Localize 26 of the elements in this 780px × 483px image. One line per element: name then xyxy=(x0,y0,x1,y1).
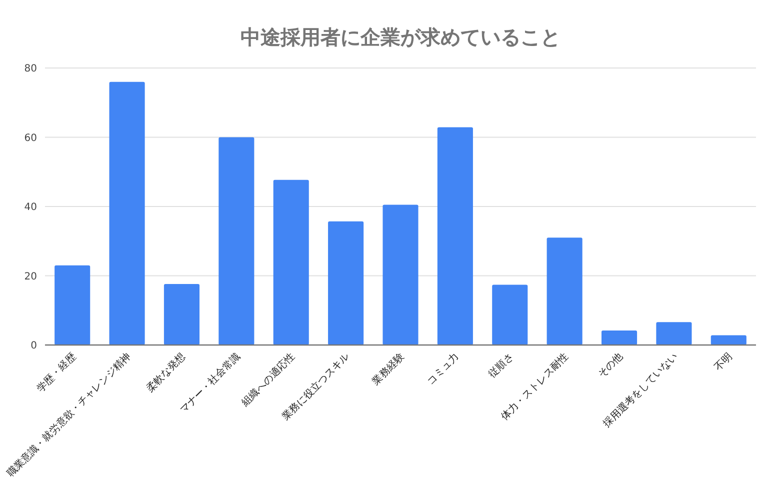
bar xyxy=(218,137,254,345)
bar xyxy=(546,238,582,345)
y-tick-label: 0 xyxy=(30,340,37,352)
bar xyxy=(437,127,473,345)
bar xyxy=(656,322,692,345)
x-tick-label: 従順さ xyxy=(486,350,516,380)
y-tick-label: 40 xyxy=(24,202,37,213)
x-tick-label: その他 xyxy=(596,350,626,380)
y-tick-label: 20 xyxy=(24,271,37,282)
y-tick-label: 60 xyxy=(24,132,37,144)
bar xyxy=(109,82,145,345)
chart-title: 中途採用者に企業が求めていること xyxy=(240,25,560,49)
bar xyxy=(382,204,418,345)
y-tick-label: 80 xyxy=(24,64,37,74)
x-tick-label: 柔軟な発想 xyxy=(144,350,188,394)
bar xyxy=(710,335,746,345)
bar xyxy=(164,284,200,345)
bar xyxy=(601,330,638,345)
bar xyxy=(273,180,309,345)
x-tick-label: コミュ力 xyxy=(424,350,462,388)
bar xyxy=(54,265,90,345)
x-tick-label: 学歴・経歴 xyxy=(34,350,78,394)
x-tick-label: 業務経験 xyxy=(370,350,407,388)
x-tick-label: 不明 xyxy=(712,351,735,374)
bar xyxy=(492,284,528,345)
bar xyxy=(328,221,364,345)
